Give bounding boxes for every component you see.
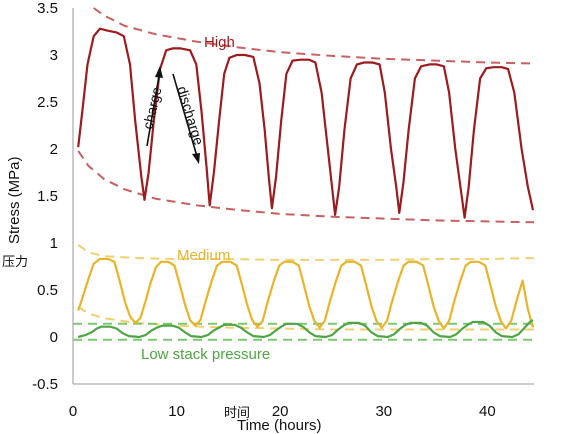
y-tick-label: 2 [50, 141, 58, 158]
series-line-high [77, 27, 535, 219]
envelope-medium-upper [77, 244, 535, 261]
plot-area: 0 10 20 30 40 -0.5 0 0.5 1 1.5 2 2.5 3 3.5 [32, 0, 535, 420]
x-tick-label: 30 [375, 403, 392, 420]
y-tick-label: 0.5 [37, 282, 58, 299]
envelope-high-upper [93, 7, 535, 65]
y-axis-title: Stress (MPa) [6, 156, 23, 244]
y-axis-title-cjk: 压力 [2, 255, 28, 270]
x-tick-label: 40 [479, 403, 496, 420]
x-axis-title-cjk: 时间 [224, 406, 250, 421]
y-tick-labels: -0.5 0 0.5 1 1.5 2 2.5 3 3.5 [32, 0, 58, 393]
envelope-high-lower [77, 150, 535, 224]
x-tick-label: 20 [272, 403, 289, 420]
x-tick-label: 0 [69, 403, 77, 420]
discharge-arrowhead [192, 153, 200, 164]
y-tick-label: -0.5 [32, 376, 58, 393]
x-tick-labels: 0 10 20 30 40 [69, 403, 496, 420]
y-tick-label: 1 [50, 235, 58, 252]
charge-arrow [146, 69, 161, 147]
discharge-arrow [172, 73, 199, 161]
charge-arrowhead [155, 66, 163, 78]
x-tick-label: 10 [168, 403, 185, 420]
y-tick-label: 3.5 [37, 0, 58, 17]
y-tick-label: 3 [50, 47, 58, 64]
series-label-low: Low stack pressure [141, 346, 270, 363]
series-line-medium [77, 257, 535, 330]
series-label-medium: Medium [177, 247, 230, 264]
y-tick-label: 0 [50, 329, 58, 346]
series-label-high: High [204, 34, 235, 51]
series-lines [77, 27, 535, 339]
y-tick-label: 1.5 [37, 188, 58, 205]
charge-label: charge [139, 85, 164, 131]
series-line-low [77, 319, 534, 339]
x-axis-title: Time (hours) [237, 417, 321, 434]
y-tick-label: 2.5 [37, 94, 58, 111]
envelope-lines [73, 7, 535, 341]
